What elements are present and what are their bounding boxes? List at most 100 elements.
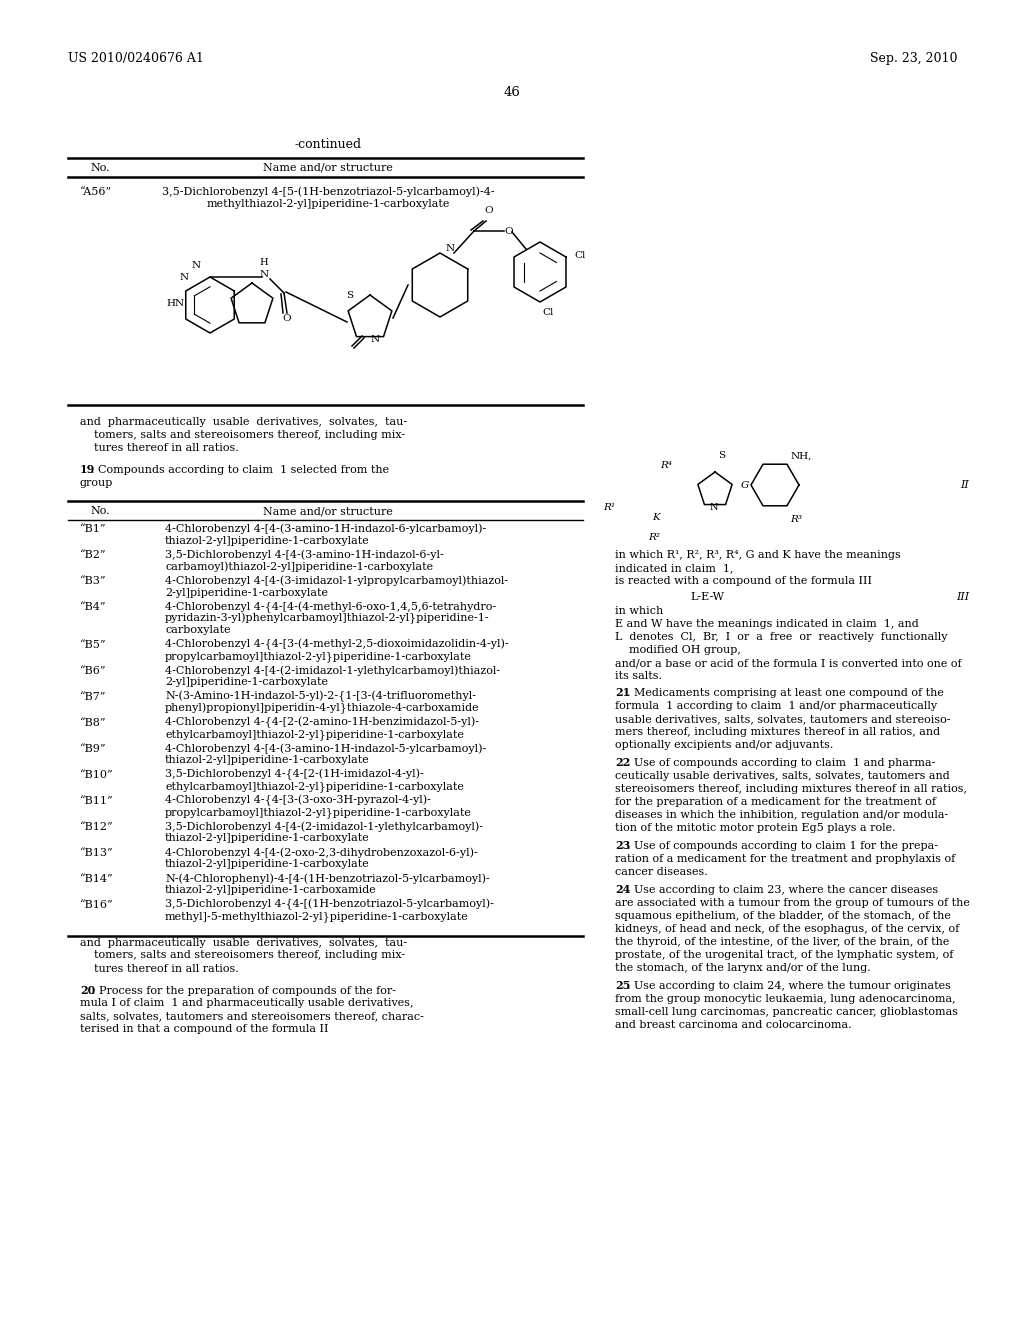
Text: N: N	[193, 260, 201, 269]
Text: 20: 20	[80, 985, 95, 995]
Text: 4-Chlorobenzyl 4-[4-(3-amino-1H-indazol-6-ylcarbamoyl)-: 4-Chlorobenzyl 4-[4-(3-amino-1H-indazol-…	[165, 524, 486, 535]
Text: “B13”: “B13”	[80, 847, 114, 858]
Text: mula I of claim  1 and pharmaceutically usable derivatives,: mula I of claim 1 and pharmaceutically u…	[80, 998, 414, 1008]
Text: 3,5-Dichlorobenzyl 4-{4-[2-(1H-imidazol-4-yl)-: 3,5-Dichlorobenzyl 4-{4-[2-(1H-imidazol-…	[165, 770, 424, 780]
Text: O: O	[283, 314, 291, 323]
Text: No.: No.	[90, 162, 110, 173]
Text: H: H	[260, 257, 268, 267]
Text: 4-Chlorobenzyl 4-{4-[3-(4-methyl-2,5-dioxoimidazolidin-4-yl)-: 4-Chlorobenzyl 4-{4-[3-(4-methyl-2,5-dio…	[165, 639, 509, 651]
Text: and/or a base or acid of the formula I is converted into one of: and/or a base or acid of the formula I i…	[615, 657, 962, 668]
Text: “A56”: “A56”	[80, 187, 112, 197]
Text: methylthiazol-2-yl]piperidine-1-carboxylate: methylthiazol-2-yl]piperidine-1-carboxyl…	[206, 199, 450, 209]
Text: Sep. 23, 2010: Sep. 23, 2010	[870, 51, 957, 65]
Text: thiazol-2-yl]piperidine-1-carboxylate: thiazol-2-yl]piperidine-1-carboxylate	[165, 755, 370, 766]
Text: S: S	[346, 290, 353, 300]
Text: 3,5-Dichlorobenzyl 4-[5-(1H-benzotriazol-5-ylcarbamoyl)-4-: 3,5-Dichlorobenzyl 4-[5-(1H-benzotriazol…	[162, 186, 495, 197]
Text: “B4”: “B4”	[80, 602, 106, 612]
Text: Cl: Cl	[543, 308, 554, 317]
Text: modified OH group,: modified OH group,	[615, 645, 741, 655]
Text: Name and/or structure: Name and/or structure	[263, 162, 393, 173]
Text: “B16”: “B16”	[80, 899, 114, 909]
Text: L  denotes  Cl,  Br,  I  or  a  free  or  reactively  functionally: L denotes Cl, Br, I or a free or reactiv…	[615, 632, 947, 642]
Text: 22: 22	[615, 756, 630, 768]
Text: ceutically usable derivatives, salts, solvates, tautomers and: ceutically usable derivatives, salts, so…	[615, 771, 949, 781]
Text: thiazol-2-yl]piperidine-1-carboxylate: thiazol-2-yl]piperidine-1-carboxylate	[165, 859, 370, 869]
Text: prostate, of the urogenital tract, of the lymphatic system, of: prostate, of the urogenital tract, of th…	[615, 950, 953, 960]
Text: N: N	[259, 271, 268, 279]
Text: pyridazin-3-yl)phenylcarbamoyl]thiazol-2-yl}piperidine-1-: pyridazin-3-yl)phenylcarbamoyl]thiazol-2…	[165, 612, 489, 624]
Text: . Use according to claim 23, where the cancer diseases: . Use according to claim 23, where the c…	[627, 884, 938, 895]
Text: 2-yl]piperidine-1-carboxylate: 2-yl]piperidine-1-carboxylate	[165, 677, 328, 686]
Text: . Use of compounds according to claim 1 for the prepa-: . Use of compounds according to claim 1 …	[627, 841, 938, 851]
Text: L-E-W: L-E-W	[690, 591, 724, 602]
Text: . Use according to claim 24, where the tumour originates: . Use according to claim 24, where the t…	[627, 981, 951, 991]
Text: the stomach, of the larynx and/or of the lung.: the stomach, of the larynx and/or of the…	[615, 964, 870, 973]
Text: usable derivatives, salts, solvates, tautomers and stereoiso-: usable derivatives, salts, solvates, tau…	[615, 714, 950, 723]
Text: III: III	[956, 591, 969, 602]
Text: 4-Chlorobenzyl 4-{4-[2-(2-amino-1H-benzimidazol-5-yl)-: 4-Chlorobenzyl 4-{4-[2-(2-amino-1H-benzi…	[165, 717, 479, 729]
Text: tomers, salts and stereoisomers thereof, including mix-: tomers, salts and stereoisomers thereof,…	[80, 430, 406, 440]
Text: its salts.: its salts.	[615, 671, 662, 681]
Text: 4-Chlorobenzyl 4-[4-(2-imidazol-1-ylethylcarbamoyl)thiazol-: 4-Chlorobenzyl 4-[4-(2-imidazol-1-ylethy…	[165, 665, 500, 676]
Text: propylcarbamoyl]thiazol-2-yl}piperidine-1-carboxylate: propylcarbamoyl]thiazol-2-yl}piperidine-…	[165, 807, 472, 818]
Text: mers thereof, including mixtures thereof in all ratios, and: mers thereof, including mixtures thereof…	[615, 727, 940, 737]
Text: “B12”: “B12”	[80, 821, 114, 832]
Text: Name and/or structure: Name and/or structure	[263, 506, 393, 516]
Text: tures thereof in all ratios.: tures thereof in all ratios.	[80, 964, 239, 974]
Text: and  pharmaceutically  usable  derivatives,  solvates,  tau-: and pharmaceutically usable derivatives,…	[80, 937, 408, 948]
Text: kidneys, of head and neck, of the esophagus, of the cervix, of: kidneys, of head and neck, of the esopha…	[615, 924, 959, 935]
Text: 23: 23	[615, 840, 631, 851]
Text: is reacted with a compound of the formula III: is reacted with a compound of the formul…	[615, 576, 872, 586]
Text: stereoisomers thereof, including mixtures thereof in all ratios,: stereoisomers thereof, including mixture…	[615, 784, 967, 795]
Text: 25: 25	[615, 979, 631, 991]
Text: “B7”: “B7”	[80, 692, 106, 701]
Text: the thyroid, of the intestine, of the liver, of the brain, of the: the thyroid, of the intestine, of the li…	[615, 937, 949, 946]
Text: tures thereof in all ratios.: tures thereof in all ratios.	[80, 444, 239, 453]
Text: in which: in which	[615, 606, 664, 616]
Text: 4-Chlorobenzyl 4-[4-(3-amino-1H-indazol-5-ylcarbamoyl)-: 4-Chlorobenzyl 4-[4-(3-amino-1H-indazol-…	[165, 743, 486, 754]
Text: 4-Chlorobenzyl 4-[4-(2-oxo-2,3-dihydrobenzoxazol-6-yl)-: 4-Chlorobenzyl 4-[4-(2-oxo-2,3-dihydrobe…	[165, 847, 478, 858]
Text: No.: No.	[90, 506, 110, 516]
Text: R¹: R¹	[603, 503, 615, 512]
Text: tomers, salts and stereoisomers thereof, including mix-: tomers, salts and stereoisomers thereof,…	[80, 950, 406, 961]
Text: O: O	[484, 206, 494, 215]
Text: N: N	[445, 244, 455, 253]
Text: small-cell lung carcinomas, pancreatic cancer, glioblastomas: small-cell lung carcinomas, pancreatic c…	[615, 1007, 958, 1016]
Text: “B3”: “B3”	[80, 576, 106, 586]
Text: G: G	[741, 480, 750, 490]
Text: optionally excipients and/or adjuvants.: optionally excipients and/or adjuvants.	[615, 741, 834, 750]
Text: indicated in claim  1,: indicated in claim 1,	[615, 564, 733, 573]
Text: and breast carcinoma and colocarcinoma.: and breast carcinoma and colocarcinoma.	[615, 1020, 852, 1030]
Text: N-(3-Amino-1H-indazol-5-yl)-2-{1-[3-(4-trifluoromethyl-: N-(3-Amino-1H-indazol-5-yl)-2-{1-[3-(4-t…	[165, 690, 476, 702]
Text: thiazol-2-yl]piperidine-1-carboxylate: thiazol-2-yl]piperidine-1-carboxylate	[165, 536, 370, 545]
Text: methyl]-5-methylthiazol-2-yl}piperidine-1-carboxylate: methyl]-5-methylthiazol-2-yl}piperidine-…	[165, 911, 469, 921]
Text: -continued: -continued	[295, 139, 361, 150]
Text: carbamoyl)thiazol-2-yl]piperidine-1-carboxylate: carbamoyl)thiazol-2-yl]piperidine-1-carb…	[165, 561, 433, 572]
Text: N-(4-Chlorophenyl)-4-[4-(1H-benzotriazol-5-ylcarbamoyl)-: N-(4-Chlorophenyl)-4-[4-(1H-benzotriazol…	[165, 873, 489, 883]
Text: ration of a medicament for the treatment and prophylaxis of: ration of a medicament for the treatment…	[615, 854, 955, 865]
Text: tion of the mitotic motor protein Eg5 plays a role.: tion of the mitotic motor protein Eg5 pl…	[615, 822, 896, 833]
Text: 21: 21	[615, 686, 630, 698]
Text: “B10”: “B10”	[80, 770, 114, 780]
Text: diseases in which the inhibition, regulation and/or modula-: diseases in which the inhibition, regula…	[615, 810, 948, 820]
Text: . Process for the preparation of compounds of the for-: . Process for the preparation of compoun…	[92, 986, 396, 995]
Text: 24: 24	[615, 884, 631, 895]
Text: II: II	[961, 480, 969, 490]
Text: formula  1 according to claim  1 and/or pharmaceutically: formula 1 according to claim 1 and/or ph…	[615, 701, 937, 711]
Text: squamous epithelium, of the bladder, of the stomach, of the: squamous epithelium, of the bladder, of …	[615, 911, 951, 921]
Text: in which R¹, R², R³, R⁴, G and K have the meanings: in which R¹, R², R³, R⁴, G and K have th…	[615, 550, 901, 560]
Text: 3,5-Dichlorobenzyl 4-[4-(2-imidazol-1-ylethylcarbamoyl)-: 3,5-Dichlorobenzyl 4-[4-(2-imidazol-1-yl…	[165, 821, 483, 832]
Text: R³: R³	[790, 515, 802, 524]
Text: propylcarbamoyl]thiazol-2-yl}piperidine-1-carboxylate: propylcarbamoyl]thiazol-2-yl}piperidine-…	[165, 651, 472, 661]
Text: E and W have the meanings indicated in claim  1, and: E and W have the meanings indicated in c…	[615, 619, 919, 630]
Text: thiazol-2-yl]piperidine-1-carboxamide: thiazol-2-yl]piperidine-1-carboxamide	[165, 884, 377, 895]
Text: K: K	[652, 513, 659, 521]
Text: 4-Chlorobenzyl 4-[4-(3-imidazol-1-ylpropylcarbamoyl)thiazol-: 4-Chlorobenzyl 4-[4-(3-imidazol-1-ylprop…	[165, 576, 508, 586]
Text: “B11”: “B11”	[80, 796, 114, 805]
Text: N: N	[371, 335, 380, 345]
Text: “B14”: “B14”	[80, 874, 114, 883]
Text: O: O	[504, 227, 513, 235]
Text: thiazol-2-yl]piperidine-1-carboxylate: thiazol-2-yl]piperidine-1-carboxylate	[165, 833, 370, 843]
Text: HN: HN	[166, 298, 184, 308]
Text: for the preparation of a medicament for the treatment of: for the preparation of a medicament for …	[615, 797, 936, 807]
